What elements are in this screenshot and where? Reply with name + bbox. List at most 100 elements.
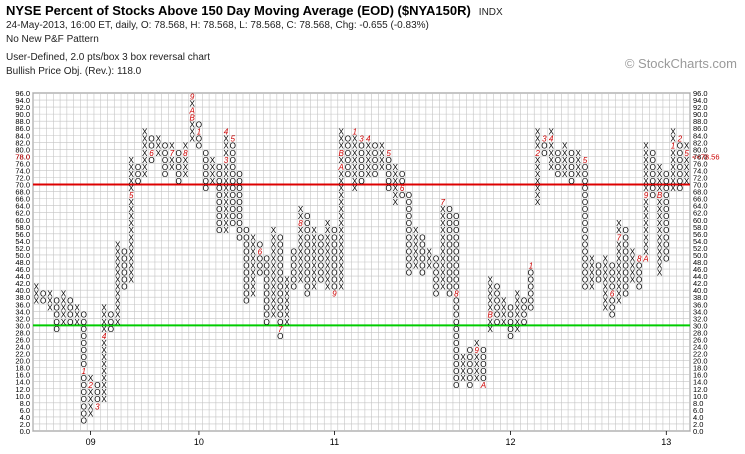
x-box: X (115, 297, 121, 306)
x-box: X (142, 149, 148, 158)
o-box: O (243, 240, 249, 249)
y-tick-label-left: 72.0 (15, 174, 30, 183)
o-box: O (81, 332, 87, 341)
x-box: X (352, 184, 358, 193)
x-box: X (183, 163, 189, 172)
o-box: O (555, 156, 561, 165)
o-box: O (291, 268, 297, 277)
y-tick-label-right: 74.0 (693, 166, 708, 175)
x-box: X (684, 156, 690, 165)
o-box: O (446, 205, 452, 214)
x-box: X (352, 135, 358, 144)
o-box: O (507, 325, 513, 334)
o-box: O (277, 261, 283, 270)
x-box: X (156, 142, 162, 151)
o-box: O (121, 283, 127, 292)
o-box: O (663, 254, 669, 263)
o-box: O (609, 304, 615, 313)
o-box: O (318, 247, 324, 256)
o-box: O (243, 261, 249, 270)
x-box: X (657, 254, 663, 263)
o-box: O (453, 360, 459, 369)
x-box: X (352, 170, 358, 179)
o-box: O (568, 149, 574, 158)
o-box: O (406, 219, 412, 228)
o-box: O (582, 226, 588, 235)
y-tick-label-right: 8.0 (693, 399, 703, 408)
month-marker: B (487, 311, 493, 320)
x-box: X (129, 177, 135, 186)
y-tick-label-left: 64.0 (15, 202, 30, 211)
o-box: O (595, 268, 601, 277)
y-tick-label-right: 40.0 (693, 286, 708, 295)
o-box: O (521, 304, 527, 313)
o-box: O (453, 226, 459, 235)
o-box: O (257, 240, 263, 249)
x-box: X (657, 170, 663, 179)
x-box: X (413, 226, 419, 235)
o-box: O (582, 283, 588, 292)
x-box: X (271, 240, 277, 249)
x-box: X (670, 156, 676, 165)
o-box: O (507, 304, 513, 313)
o-box: O (650, 149, 656, 158)
o-box: O (162, 156, 168, 165)
o-box: O (453, 318, 459, 327)
month-marker: 7 (170, 149, 175, 158)
x-box: X (250, 254, 256, 263)
o-box: O (419, 233, 425, 242)
x-box: X (352, 177, 358, 186)
o-box: O (663, 191, 669, 200)
month-marker: 3 (542, 135, 547, 144)
x-box: X (657, 247, 663, 256)
x-box: X (129, 163, 135, 172)
y-tick-label-left: 38.0 (15, 293, 30, 302)
x-box: X (115, 268, 121, 277)
month-marker: 7 (278, 325, 283, 334)
o-box: O (216, 170, 222, 179)
o-box: O (582, 276, 588, 285)
o-box: O (162, 163, 168, 172)
y-tick-label-left: 80.0 (15, 145, 30, 154)
x-box: X (223, 142, 229, 151)
o-box: O (277, 233, 283, 242)
x-box: X (142, 156, 148, 165)
y-tick-label-right: 84.0 (693, 131, 708, 140)
o-box: O (108, 311, 114, 320)
y-tick-label-left: 46.0 (15, 265, 30, 274)
o-box: O (148, 135, 154, 144)
x-box: X (548, 149, 554, 158)
x-box: X (616, 268, 622, 277)
last-price-label-left: 78.0 (15, 152, 30, 161)
x-box: X (535, 128, 541, 137)
x-box: X (352, 142, 358, 151)
o-box: O (494, 304, 500, 313)
x-box: X (643, 170, 649, 179)
o-box: O (650, 163, 656, 172)
o-box: O (236, 219, 242, 228)
o-box: O (345, 142, 351, 151)
y-tick-label-left: 78.0 (15, 152, 30, 161)
x-box: X (271, 254, 277, 263)
pnf-column: XXX (74, 304, 80, 327)
month-marker: 6 (149, 149, 154, 158)
o-box: O (108, 325, 114, 334)
y-tick-label-right: 34.0 (693, 307, 708, 316)
o-box: O (399, 177, 405, 186)
x-box: X (487, 304, 493, 313)
o-box: O (304, 290, 310, 299)
o-box: O (230, 205, 236, 214)
x-box: X (474, 339, 480, 348)
month-marker: 5 (684, 149, 689, 158)
y-tick-label-left: 66.0 (15, 195, 30, 204)
